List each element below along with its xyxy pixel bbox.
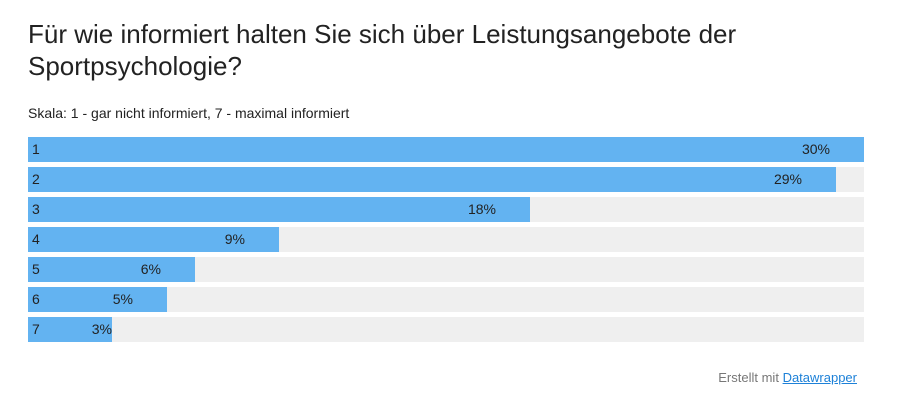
category-label: 7 bbox=[32, 321, 40, 337]
category-label: 6 bbox=[32, 291, 40, 307]
bar-track: 1 30% bbox=[28, 137, 864, 162]
value-label: 9% bbox=[224, 231, 245, 247]
bar-track: 6 5% bbox=[28, 287, 864, 312]
bar-track: 4 9% bbox=[28, 227, 864, 252]
value-label: 29% bbox=[773, 171, 802, 187]
value-label: 3% bbox=[91, 321, 112, 337]
datawrapper-link[interactable]: Datawrapper bbox=[782, 370, 857, 385]
value-label: 6% bbox=[140, 261, 161, 277]
category-label: 4 bbox=[32, 231, 40, 247]
bar bbox=[28, 137, 864, 162]
bar bbox=[28, 167, 836, 192]
chart-title: Für wie informiert halten Sie sich über … bbox=[28, 19, 737, 81]
category-label: 3 bbox=[32, 201, 40, 217]
bar bbox=[28, 227, 279, 252]
bar-track: 2 29% bbox=[28, 167, 864, 192]
credit-prefix: Erstellt mit bbox=[718, 370, 779, 385]
bar bbox=[28, 317, 112, 342]
value-label: 5% bbox=[112, 291, 133, 307]
category-label: 2 bbox=[32, 171, 40, 187]
bar-chart: 1 30% 2 29% 3 18% 4 9% 5 6% 6 5% 7 3% bbox=[28, 137, 864, 347]
category-label: 5 bbox=[32, 261, 40, 277]
bar-track: 5 6% bbox=[28, 257, 864, 282]
bar bbox=[28, 197, 530, 222]
credit-footer: Erstellt mit Datawrapper bbox=[718, 370, 857, 385]
category-label: 1 bbox=[32, 141, 40, 157]
chart-subtitle: Skala: 1 - gar nicht informiert, 7 - max… bbox=[28, 105, 350, 121]
bar bbox=[28, 257, 195, 282]
bar bbox=[28, 287, 167, 312]
value-label: 30% bbox=[801, 141, 830, 157]
bar-track: 3 18% bbox=[28, 197, 864, 222]
value-label: 18% bbox=[467, 201, 496, 217]
bar-track: 7 3% bbox=[28, 317, 864, 342]
